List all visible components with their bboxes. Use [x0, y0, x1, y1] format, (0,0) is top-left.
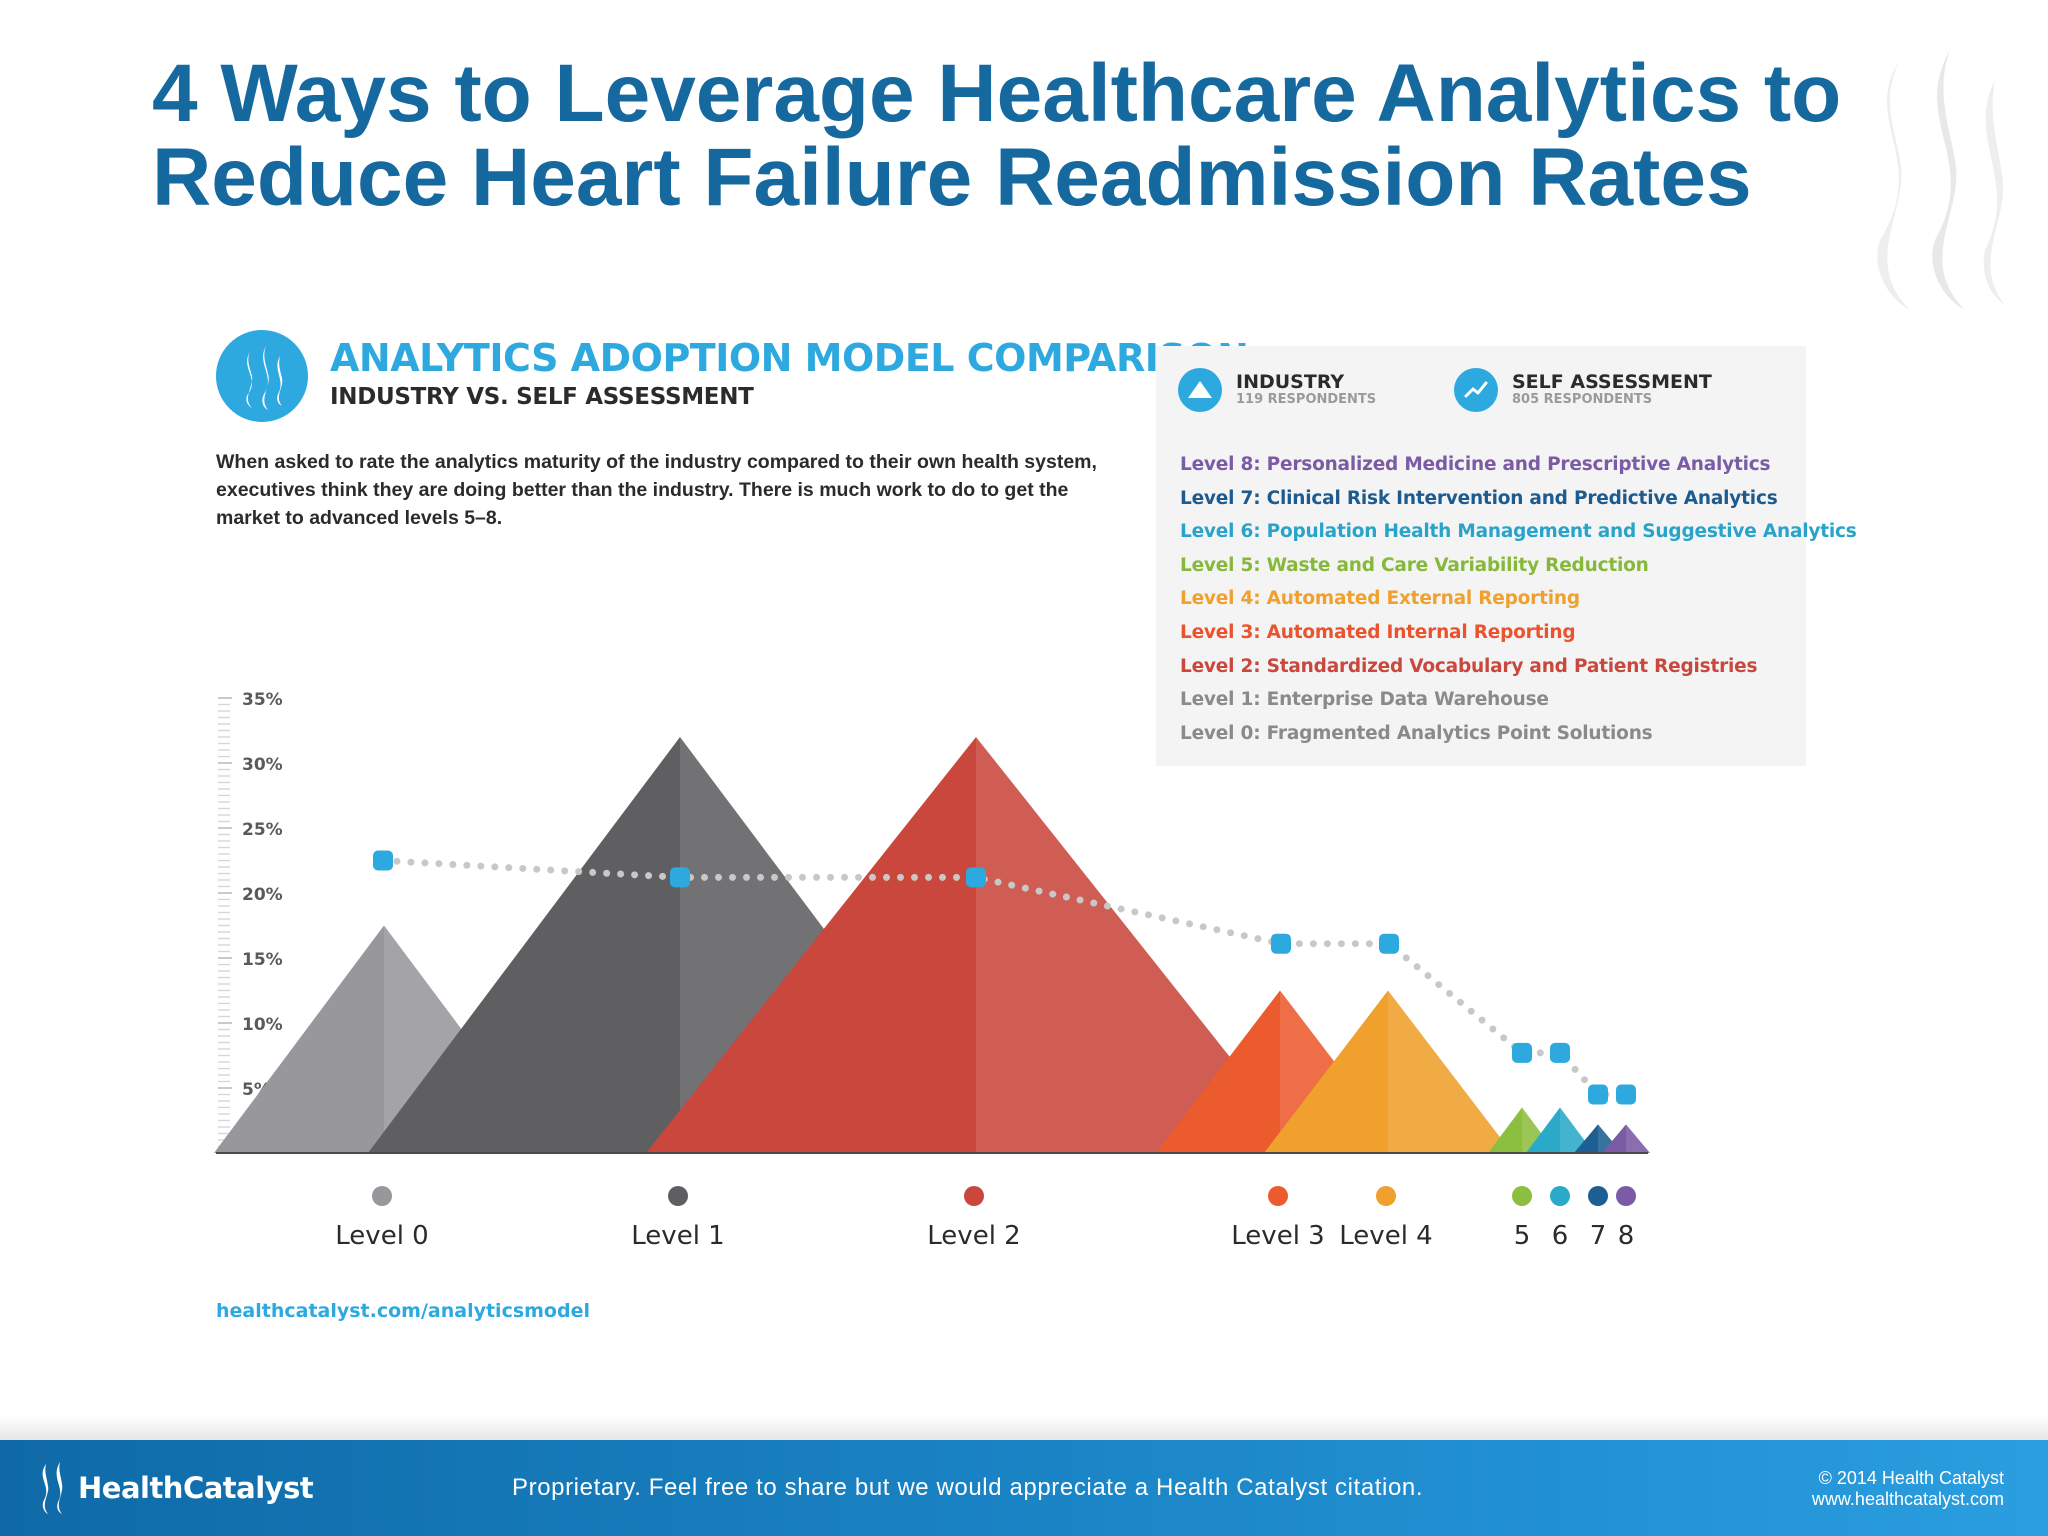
x-tick-label: 5 — [1514, 1221, 1531, 1251]
infographic-title: ANALYTICS ADOPTION MODEL COMPARISON — [330, 336, 1249, 380]
legend-level-list: Level 8: Personalized Medicine and Presc… — [1180, 448, 1857, 750]
flame-watermark-icon — [1877, 50, 2005, 310]
legend-level-item: Level 0: Fragmented Analytics Point Solu… — [1180, 722, 1653, 744]
y-tick-label: 20% — [242, 885, 283, 905]
x-tick-label: 7 — [1590, 1221, 1607, 1251]
self-assessment-point — [1550, 1042, 1570, 1063]
industry-mountain-highlight — [1388, 990, 1512, 1153]
self-assessment-point — [1512, 1042, 1532, 1063]
x-level-dot — [1268, 1186, 1288, 1206]
x-tick-label: Level 0 — [335, 1221, 428, 1251]
footer-copyright: © 2014 Health Catalyst — [1818, 1468, 2004, 1488]
legend-industry-respondents: 119 RESPONDENTS — [1236, 392, 1377, 407]
self-assessment-point — [966, 867, 986, 888]
x-level-dot — [1588, 1186, 1608, 1206]
x-tick-label: Level 1 — [631, 1221, 724, 1251]
legend-self-assessment: SELF ASSESSMENT 805 RESPONDENTS — [1454, 368, 1712, 412]
footer-note: Proprietary. Feel free to share but we w… — [512, 1474, 1424, 1501]
x-level-dot — [372, 1186, 392, 1206]
footer-copyright-block: © 2014 Health Catalyst www.healthcatalys… — [1812, 1468, 2004, 1510]
x-tick-label: Level 3 — [1231, 1221, 1324, 1251]
industry-mountains — [214, 737, 1650, 1154]
footer-logo: HealthCatalyst — [36, 1460, 314, 1516]
industry-mountain — [1602, 1124, 1650, 1153]
legend-self-respondents: 805 RESPONDENTS — [1512, 392, 1653, 407]
industry-mountain — [1264, 990, 1512, 1153]
mountain-icon — [1178, 368, 1222, 412]
x-level-dot — [1616, 1186, 1636, 1206]
x-level-dot — [1512, 1186, 1532, 1206]
legend-level-item: Level 8: Personalized Medicine and Presc… — [1180, 454, 1771, 475]
x-tick-label: 6 — [1552, 1221, 1569, 1251]
industry-mountain-highlight — [976, 737, 1306, 1153]
slide-title-line-1: 4 Ways to Leverage Healthcare Analytics … — [152, 48, 1842, 139]
x-level-dot — [964, 1186, 984, 1206]
infographic-subtitle: INDUSTRY VS. SELF ASSESSMENT — [330, 384, 754, 410]
slide-title-line-2: Reduce Heart Failure Readmission Rates — [152, 132, 1752, 223]
y-tick-label: 35% — [242, 690, 283, 710]
y-tick-label: 30% — [242, 755, 283, 775]
y-tick-label: 15% — [242, 950, 283, 970]
y-axis: 35%30%25%20%15%10%5% — [218, 690, 283, 1154]
self-assessment-dotted-line — [379, 857, 1630, 1098]
footer-shadow — [0, 1416, 2048, 1440]
self-assessment-point — [373, 850, 393, 871]
self-assessment-line — [373, 850, 1636, 1105]
industry-mountain-highlight — [1626, 1124, 1650, 1153]
x-tick-label: 8 — [1618, 1221, 1635, 1251]
health-catalyst-flame-icon — [216, 330, 308, 422]
y-tick-label: 10% — [242, 1015, 283, 1035]
slide-title: 4 Ways to Leverage Healthcare Analytics … — [152, 52, 1852, 220]
legend-level-item: Level 1: Enterprise Data Warehouse — [1180, 689, 1549, 711]
x-level-dot — [668, 1186, 688, 1206]
adoption-chart: 35%30%25%20%15%10%5% Level 0 Level 1 Level… — [214, 690, 1650, 1251]
self-assessment-point — [1271, 933, 1291, 954]
legend-industry: INDUSTRY 119 RESPONDENTS — [1178, 368, 1376, 412]
footer-website[interactable]: www.healthcatalyst.com — [1811, 1489, 2004, 1509]
legend-industry-name: INDUSTRY — [1236, 371, 1345, 393]
legend-level-item: Level 2: Standardized Vocabulary and Pat… — [1180, 655, 1758, 677]
legend-self-name: SELF ASSESSMENT — [1512, 371, 1712, 393]
self-assessment-point — [1616, 1084, 1636, 1105]
source-link[interactable]: healthcatalyst.com/analyticsmodel — [216, 1300, 590, 1322]
legend-level-item: Level 4: Automated External Reporting — [1180, 588, 1580, 610]
footer-brand: HealthCatalyst — [78, 1471, 314, 1505]
legend-level-item: Level 5: Waste and Care Variability Redu… — [1180, 554, 1649, 576]
footer-bar: HealthCatalyst Proprietary. Feel free to… — [0, 1440, 2048, 1536]
x-level-dot — [1550, 1186, 1570, 1206]
x-tick-label: Level 4 — [1339, 1221, 1432, 1251]
self-assessment-point — [670, 867, 690, 888]
legend-level-item: Level 7: Clinical Risk Intervention and … — [1180, 487, 1778, 509]
industry-mountain — [1526, 1107, 1594, 1153]
self-assessment-point — [1379, 933, 1399, 954]
trend-line-icon — [1454, 368, 1498, 412]
self-assessment-point — [1588, 1084, 1608, 1105]
x-tick-label: Level 2 — [927, 1221, 1020, 1251]
legend-box: INDUSTRY 119 RESPONDENTS SELF ASSESSMENT… — [1156, 346, 1857, 766]
x-level-dot — [1376, 1186, 1396, 1206]
health-catalyst-logo-icon — [42, 1462, 63, 1514]
infographic-description: When asked to rate the analytics maturit… — [216, 451, 1097, 529]
industry-mountain — [646, 737, 1306, 1153]
legend-level-item: Level 6: Population Health Management an… — [1180, 521, 1857, 543]
industry-mountain-highlight — [1598, 1124, 1622, 1153]
legend-level-item: Level 3: Automated Internal Reporting — [1180, 621, 1576, 643]
y-tick-label: 25% — [242, 820, 283, 840]
